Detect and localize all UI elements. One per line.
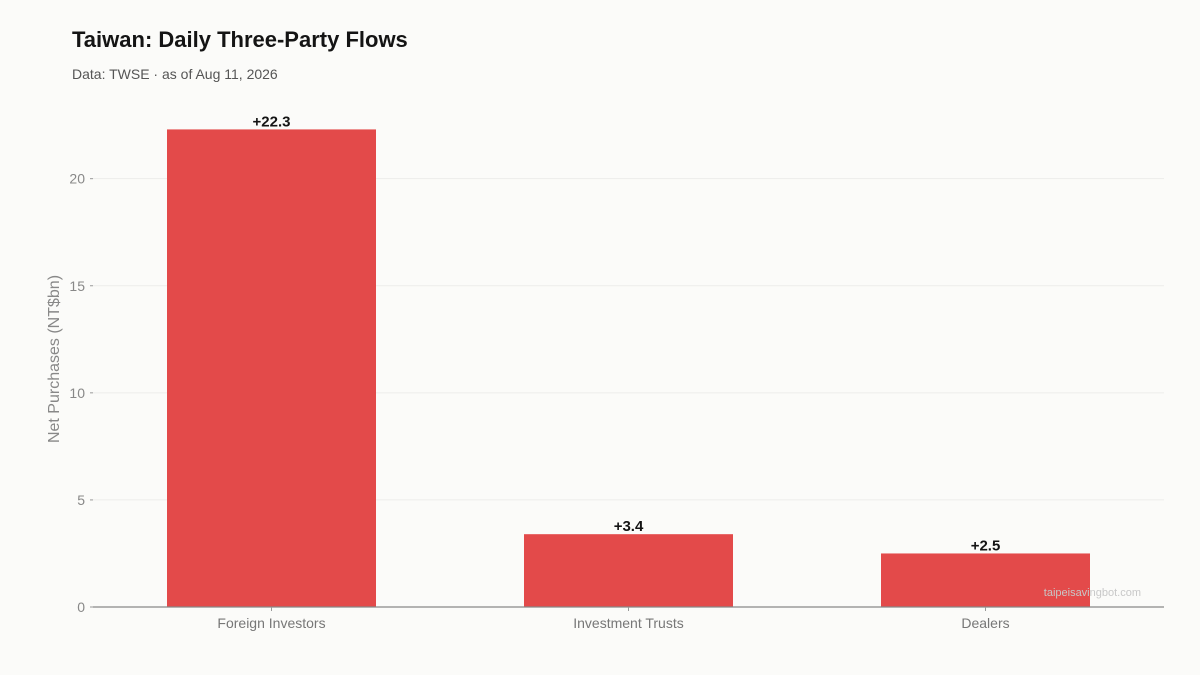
y-axis-ticks: 0 5 10 15 20 xyxy=(69,171,93,615)
y-tick-label: 0 xyxy=(77,599,85,615)
x-category-label: Foreign Investors xyxy=(217,615,325,631)
y-tick-label: 20 xyxy=(69,171,85,187)
y-tick-label: 10 xyxy=(69,385,85,401)
y-axis-title: Net Purchases (NT$bn) xyxy=(46,275,63,443)
watermark: taipeisavingbot.com xyxy=(1044,587,1141,599)
y-tick-label: 15 xyxy=(69,278,85,294)
x-axis-categories: Foreign Investors Investment Trusts Dealer… xyxy=(217,607,1010,631)
bar xyxy=(881,553,1090,607)
data-labels: +22.3 +3.4 +2.5 xyxy=(253,113,1001,554)
bar xyxy=(167,129,376,607)
bar xyxy=(524,534,733,607)
chart-title: Taiwan: Daily Three-Party Flows xyxy=(72,27,408,52)
bars xyxy=(167,129,1090,607)
x-category-label: Dealers xyxy=(961,615,1009,631)
chart-subtitle: Data: TWSE · as of Aug 11, 2026 xyxy=(72,66,278,82)
y-tick-label: 5 xyxy=(77,492,85,508)
x-category-label: Investment Trusts xyxy=(573,615,683,631)
bar-value-label: +2.5 xyxy=(971,537,1001,554)
bar-value-label: +3.4 xyxy=(614,518,644,535)
bar-value-label: +22.3 xyxy=(253,113,291,130)
